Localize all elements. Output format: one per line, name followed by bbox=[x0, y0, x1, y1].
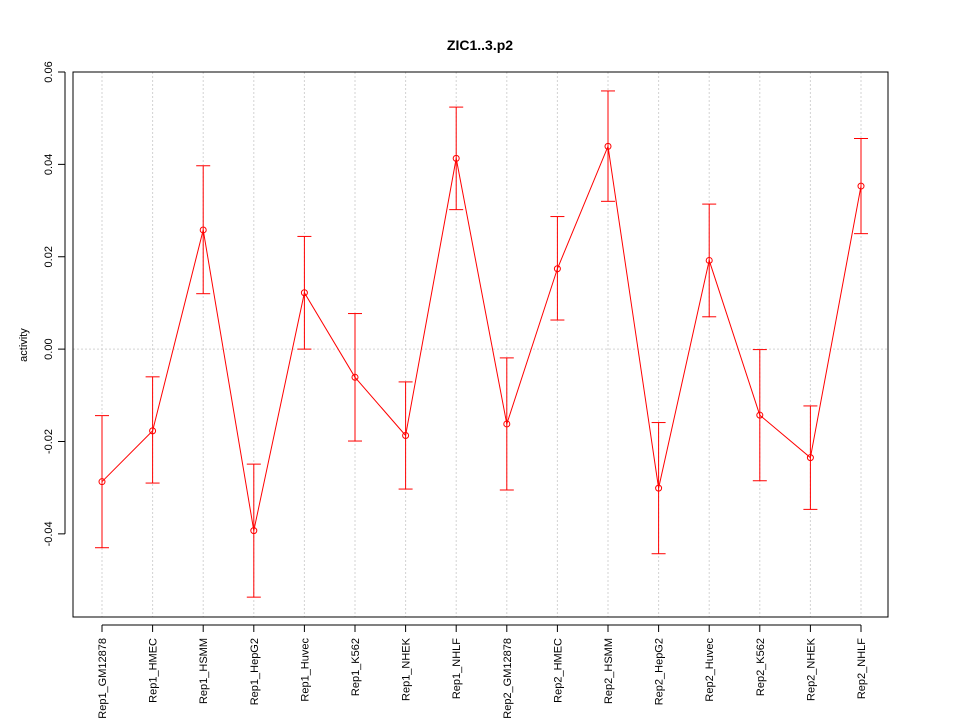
x-tick-label: Rep2_HMEC bbox=[552, 638, 564, 703]
data-point bbox=[503, 420, 511, 428]
data-point bbox=[300, 289, 308, 297]
grid-lines bbox=[73, 72, 888, 617]
y-tick-label: 0.04 bbox=[43, 154, 55, 175]
x-tick-label: Rep2_GM12878 bbox=[502, 638, 514, 719]
data-point bbox=[705, 256, 713, 264]
x-tick-label: Rep2_K562 bbox=[755, 638, 767, 696]
data-point bbox=[553, 265, 561, 273]
data-point bbox=[756, 411, 764, 419]
x-tick-label: Rep2_Huvec bbox=[704, 638, 716, 702]
x-tick-label: Rep2_NHEK bbox=[805, 637, 817, 701]
data-point bbox=[655, 484, 663, 492]
x-tick-label: Rep1_Huvec bbox=[299, 638, 311, 702]
data-point bbox=[604, 142, 612, 150]
x-tick-label: Rep2_NHLF bbox=[856, 638, 868, 699]
data-point bbox=[149, 427, 157, 435]
data-point bbox=[199, 226, 207, 234]
y-tick-label: 0.06 bbox=[43, 61, 55, 82]
y-tick-label: -0.02 bbox=[43, 429, 55, 454]
data-point bbox=[452, 154, 460, 162]
y-tick-label: -0.04 bbox=[43, 521, 55, 546]
x-tick-label: Rep2_HSMM bbox=[603, 638, 615, 704]
series-line bbox=[101, 144, 862, 531]
y-axis: -0.04 -0.02 0.00 0.02 0.04 0.06 bbox=[43, 61, 66, 546]
x-tick-label: Rep1_GM12878 bbox=[97, 638, 109, 719]
data-point bbox=[857, 182, 865, 190]
x-tick-label: Rep1_HSMM bbox=[198, 638, 210, 704]
y-axis-label: activity bbox=[18, 328, 30, 362]
data-point bbox=[351, 373, 359, 381]
x-tick-label: Rep1_HepG2 bbox=[249, 638, 261, 705]
y-tick-label: 0.00 bbox=[43, 338, 55, 359]
x-tick-label: Rep1_HMEC bbox=[148, 638, 160, 703]
data-point bbox=[806, 454, 814, 462]
y-tick-label: 0.02 bbox=[43, 246, 55, 267]
x-tick-label: Rep1_K562 bbox=[350, 638, 362, 696]
x-tick-label: Rep2_HepG2 bbox=[654, 638, 666, 705]
x-tick-label: Rep1_NHEK bbox=[401, 637, 413, 701]
data-point bbox=[98, 478, 106, 486]
x-axis: Rep1_GM12878 Rep1_HMEC Rep1_HSMM Rep1_HepG2… bbox=[97, 624, 868, 719]
x-tick-label: Rep1_NHLF bbox=[451, 638, 463, 699]
data-series bbox=[95, 90, 868, 598]
data-point bbox=[402, 431, 410, 439]
data-point bbox=[250, 527, 258, 535]
chart-title: ZIC1..3.p2 bbox=[447, 37, 513, 53]
plot-frame bbox=[72, 71, 889, 618]
